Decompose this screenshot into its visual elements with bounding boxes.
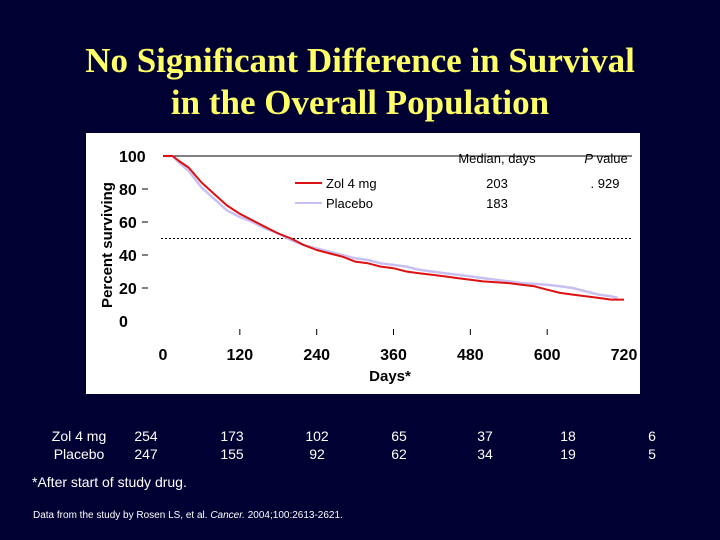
- legend-label-placebo: Placebo: [326, 196, 373, 211]
- y-tick-label: 100: [119, 149, 146, 166]
- chart-panel: 0 20 40 60 80 100 0 120 240 360 480 600 720 Percent…: [86, 133, 640, 394]
- x-tick-label: 600: [534, 347, 561, 364]
- survival-chart: 0 20 40 60 80 100 0 120 240 360 480 600 720 Percent…: [99, 149, 638, 385]
- risk-cell: 92: [309, 446, 325, 462]
- legend-label-zol: Zol 4 mg: [326, 176, 377, 191]
- risk-cell: 247: [134, 446, 158, 462]
- legend-median-zol: 203: [486, 176, 508, 191]
- risk-cell: 5: [648, 446, 656, 462]
- y-tick-label: 20: [119, 281, 137, 298]
- x-tick-label: 720: [611, 347, 638, 364]
- legend-header-p-italic: P: [584, 151, 593, 166]
- risk-label-placebo: Placebo: [53, 446, 105, 462]
- risk-cell: 18: [560, 428, 576, 444]
- reference-layer: [161, 155, 632, 239]
- risk-cell: 173: [220, 428, 244, 444]
- at-risk-table: Zol 4 mg Placebo 254 173 102 65 37 18 6 …: [0, 428, 720, 468]
- x-tick-label: 120: [226, 347, 253, 364]
- legend-p-zol: . 929: [591, 176, 620, 191]
- series-layer: [163, 154, 624, 301]
- y-tick-label: 80: [119, 182, 137, 199]
- source-prefix: Data from the study by Rosen LS, et al.: [33, 510, 211, 521]
- risk-cell: 19: [560, 446, 576, 462]
- risk-cell: 254: [134, 428, 158, 444]
- legend-header-p: P value: [584, 151, 627, 166]
- series-line-placebo: [163, 154, 618, 300]
- risk-cell: 6: [648, 428, 656, 444]
- x-tick-label: 480: [457, 347, 484, 364]
- legend-header-median: Median, days: [458, 151, 536, 166]
- title-line-1: No Significant Difference in Survival: [85, 41, 635, 80]
- risk-cell: 34: [477, 446, 493, 462]
- y-axis: 0 20 40 60 80 100: [119, 149, 148, 331]
- risk-cell: 155: [220, 446, 244, 462]
- y-tick-label: 40: [119, 248, 137, 265]
- legend-header-p-rest: value: [593, 151, 628, 166]
- series-line-zol: [163, 155, 624, 301]
- source-journal: Cancer.: [210, 510, 245, 521]
- title-line-2: in the Overall Population: [170, 83, 550, 122]
- y-axis-title: Percent surviving: [99, 182, 116, 308]
- x-tick-label: 240: [303, 347, 330, 364]
- source-suffix: 2004;100:2613-2621.: [244, 510, 343, 521]
- risk-cell: 37: [477, 428, 493, 444]
- slide-title: No Significant Difference in Survival in…: [0, 40, 720, 124]
- risk-label-zol: Zol 4 mg: [51, 428, 107, 444]
- y-tick-label: 0: [119, 314, 128, 331]
- x-tick-label: 360: [380, 347, 407, 364]
- y-tick-label: 60: [119, 215, 137, 232]
- footnote: *After start of study drug.: [32, 474, 187, 490]
- source-citation: Data from the study by Rosen LS, et al. …: [33, 510, 343, 521]
- risk-cell: 102: [305, 428, 329, 444]
- risk-cell: 65: [391, 428, 407, 444]
- x-tick-label: 0: [159, 347, 168, 364]
- x-axis-title: Days*: [369, 368, 411, 385]
- x-axis: 0 120 240 360 480 600 720: [159, 329, 638, 364]
- risk-cell: 62: [391, 446, 407, 462]
- legend-median-placebo: 183: [486, 196, 508, 211]
